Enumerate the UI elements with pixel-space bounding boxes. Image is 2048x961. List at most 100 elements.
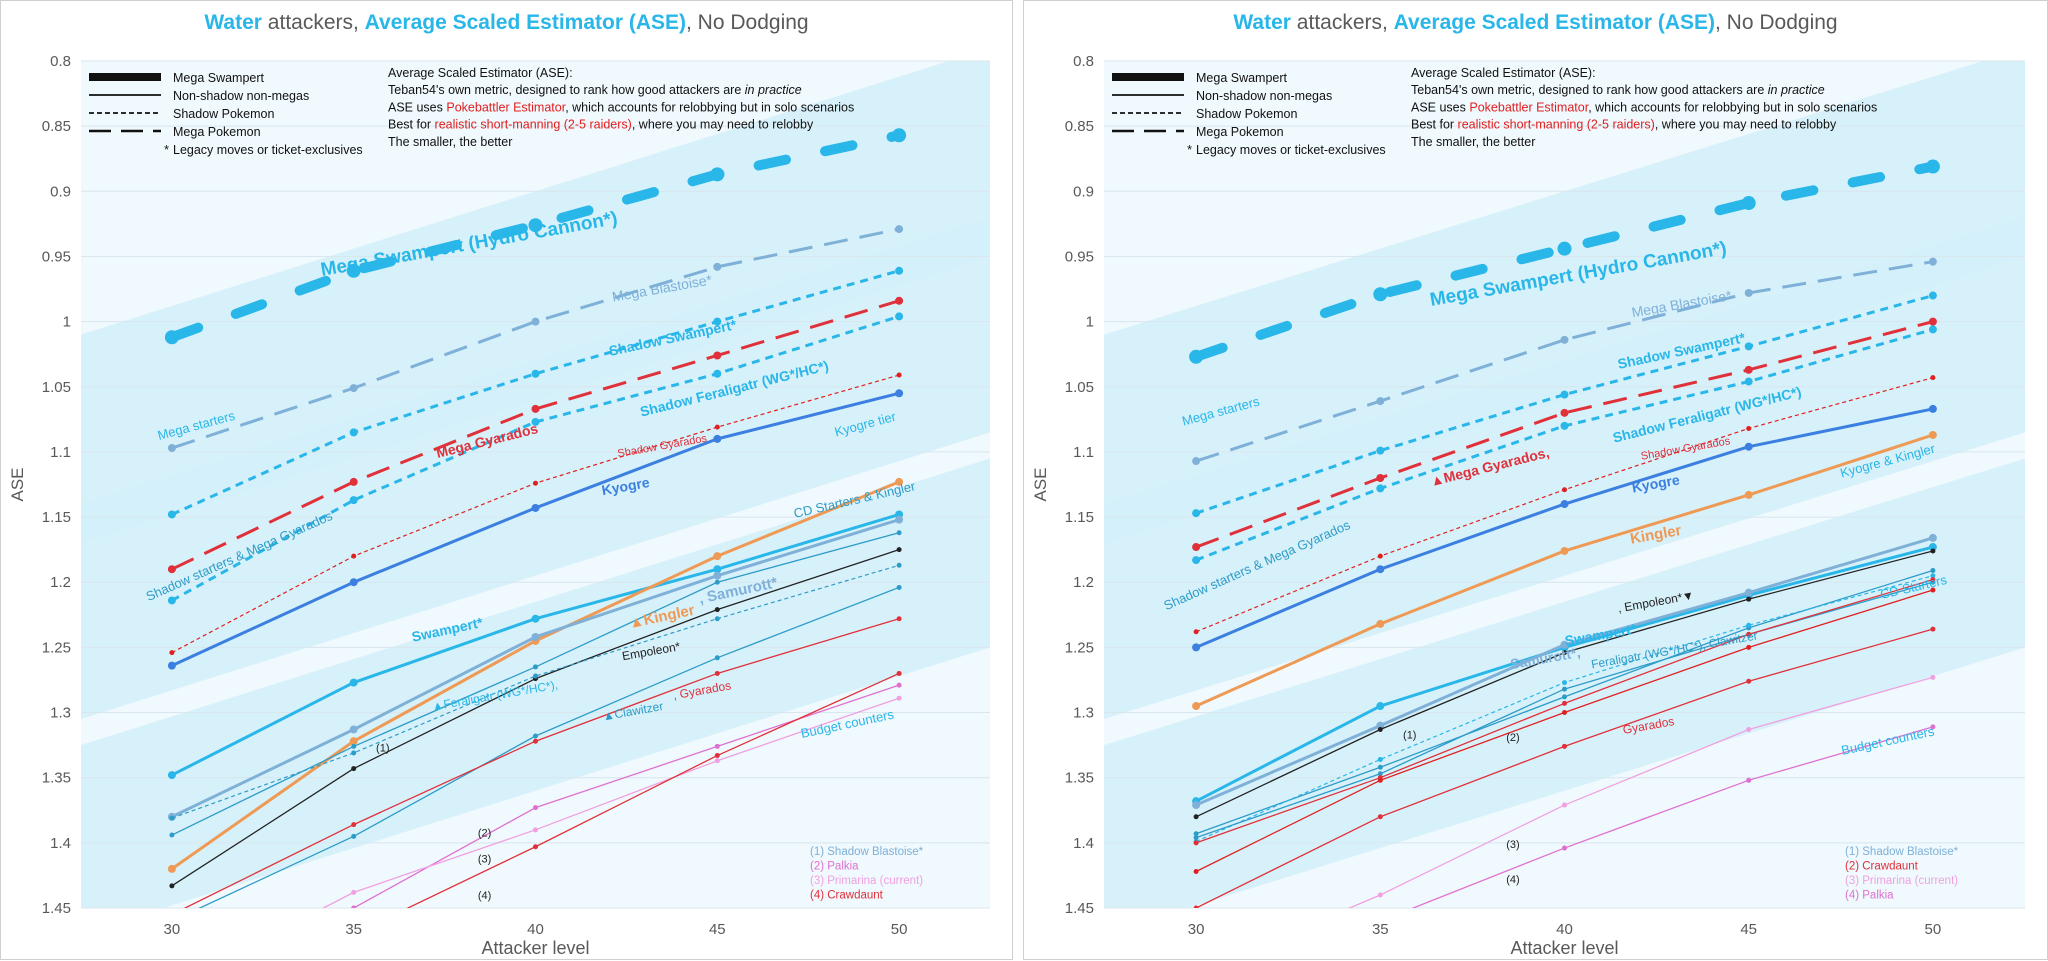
data-point xyxy=(531,614,540,623)
data-point xyxy=(896,695,902,701)
y-tick-label: 0.85 xyxy=(1065,118,1094,135)
x-tick-label: 45 xyxy=(709,921,726,938)
data-point xyxy=(1928,543,1937,552)
data-point xyxy=(1928,430,1937,439)
data-point xyxy=(169,912,174,917)
data-point xyxy=(1376,619,1385,628)
series-annotation: (2) xyxy=(1506,732,1519,744)
data-point xyxy=(1928,404,1937,413)
data-point xyxy=(1744,342,1753,351)
data-point xyxy=(892,128,907,143)
data-point xyxy=(1744,288,1753,297)
legend-label: Legacy moves or ticket-exclusives xyxy=(1196,143,1386,157)
data-point xyxy=(713,571,722,580)
data-point xyxy=(1377,726,1383,732)
legend-label: Shadow Pokemon xyxy=(173,107,275,121)
data-point xyxy=(1557,241,1572,256)
data-point xyxy=(1562,487,1567,493)
y-tick-label: 0.9 xyxy=(50,183,71,200)
data-point xyxy=(1376,484,1385,493)
series-group xyxy=(164,128,907,917)
data-point xyxy=(1928,325,1937,334)
data-point xyxy=(349,384,358,393)
note-text: Teban54's own metric, designed to rank h… xyxy=(388,83,745,97)
data-point xyxy=(1928,533,1937,542)
data-point xyxy=(1562,686,1567,692)
data-point xyxy=(346,263,361,278)
note-text: The smaller, the better xyxy=(1411,135,1535,149)
legend-note: Average Scaled Estimator (ASE): xyxy=(1411,66,1596,80)
data-point xyxy=(895,266,904,275)
legend-label: Mega Swampert xyxy=(1196,71,1288,85)
data-point xyxy=(164,330,179,345)
data-point xyxy=(533,738,538,744)
x-tick-label: 50 xyxy=(891,921,908,938)
data-point xyxy=(351,822,357,828)
data-point xyxy=(1193,814,1199,820)
note-text: The smaller, the better xyxy=(388,135,512,149)
y-tick-label: 1.4 xyxy=(1073,835,1094,852)
data-point xyxy=(169,650,175,656)
data-point xyxy=(895,515,904,524)
series-line xyxy=(171,227,900,450)
note-emphasis: in practice xyxy=(1768,83,1825,97)
y-tick-label: 0.9 xyxy=(1073,183,1094,200)
data-point xyxy=(1376,446,1385,455)
series-group xyxy=(1189,159,1940,908)
footnote: (3) Primarina (current) xyxy=(810,875,923,887)
title-attackers: attackers, xyxy=(261,11,365,34)
title-metric: Average Scaled Estimator (ASE) xyxy=(1393,11,1716,34)
data-point xyxy=(1192,702,1201,711)
data-point xyxy=(714,616,720,622)
title-water: Water xyxy=(204,11,262,34)
title-dodging: , No Dodging xyxy=(686,11,809,34)
legend-swatch-star: * xyxy=(1187,143,1192,157)
data-point xyxy=(1377,814,1383,820)
data-point xyxy=(713,552,722,561)
data-point xyxy=(714,655,720,661)
data-point xyxy=(533,664,538,670)
data-point xyxy=(1928,257,1937,266)
data-point xyxy=(349,737,358,746)
legend-note: Average Scaled Estimator (ASE): xyxy=(388,66,573,80)
x-tick-label: 50 xyxy=(1925,921,1942,938)
data-point xyxy=(1193,629,1199,635)
tier-band xyxy=(81,61,990,544)
y-tick-label: 1.15 xyxy=(42,509,71,526)
data-point xyxy=(1930,568,1936,574)
chart-title: Water attackers, Average Scaled Estimato… xyxy=(1,11,1012,35)
footnote: (2) Crawdaunt xyxy=(1845,861,1919,873)
data-point xyxy=(169,883,175,889)
data-point xyxy=(1562,694,1567,700)
tier-band xyxy=(1104,217,2025,720)
y-tick-label: 1.05 xyxy=(1065,379,1094,396)
data-point xyxy=(714,758,720,764)
series-annotation: (4) xyxy=(1506,874,1519,886)
legend-note: Best for realistic short-manning (2-5 ra… xyxy=(1411,118,1837,132)
data-point xyxy=(351,743,357,749)
data-point xyxy=(1373,287,1388,302)
data-point xyxy=(1562,650,1567,656)
data-point xyxy=(1930,626,1936,632)
y-tick-label: 1.05 xyxy=(42,379,71,396)
data-point xyxy=(713,565,722,574)
legend-label: Non-shadow non-megas xyxy=(173,89,309,103)
data-point xyxy=(1192,509,1201,518)
data-point xyxy=(1192,457,1201,466)
series-line xyxy=(1195,294,1934,515)
legend-label: Mega Pokemon xyxy=(1196,125,1284,139)
line-chart: 0.8 0.85 0.9 0.95 1 1.05 1.1 1.15 1.2 1.25 1.3 1.35… xyxy=(1031,53,2025,958)
data-point xyxy=(714,607,720,613)
data-point xyxy=(1744,490,1753,499)
legend-label: Mega Swampert xyxy=(173,71,265,85)
data-point xyxy=(1376,473,1385,482)
data-point xyxy=(1930,674,1936,680)
data-point xyxy=(1376,721,1385,730)
y-axis-label: ASE xyxy=(8,467,27,501)
data-point xyxy=(533,827,538,833)
data-point xyxy=(713,262,722,271)
data-point xyxy=(1746,777,1752,783)
data-point xyxy=(351,750,357,756)
data-point xyxy=(895,296,904,305)
y-tick-label: 1.25 xyxy=(1065,639,1094,656)
